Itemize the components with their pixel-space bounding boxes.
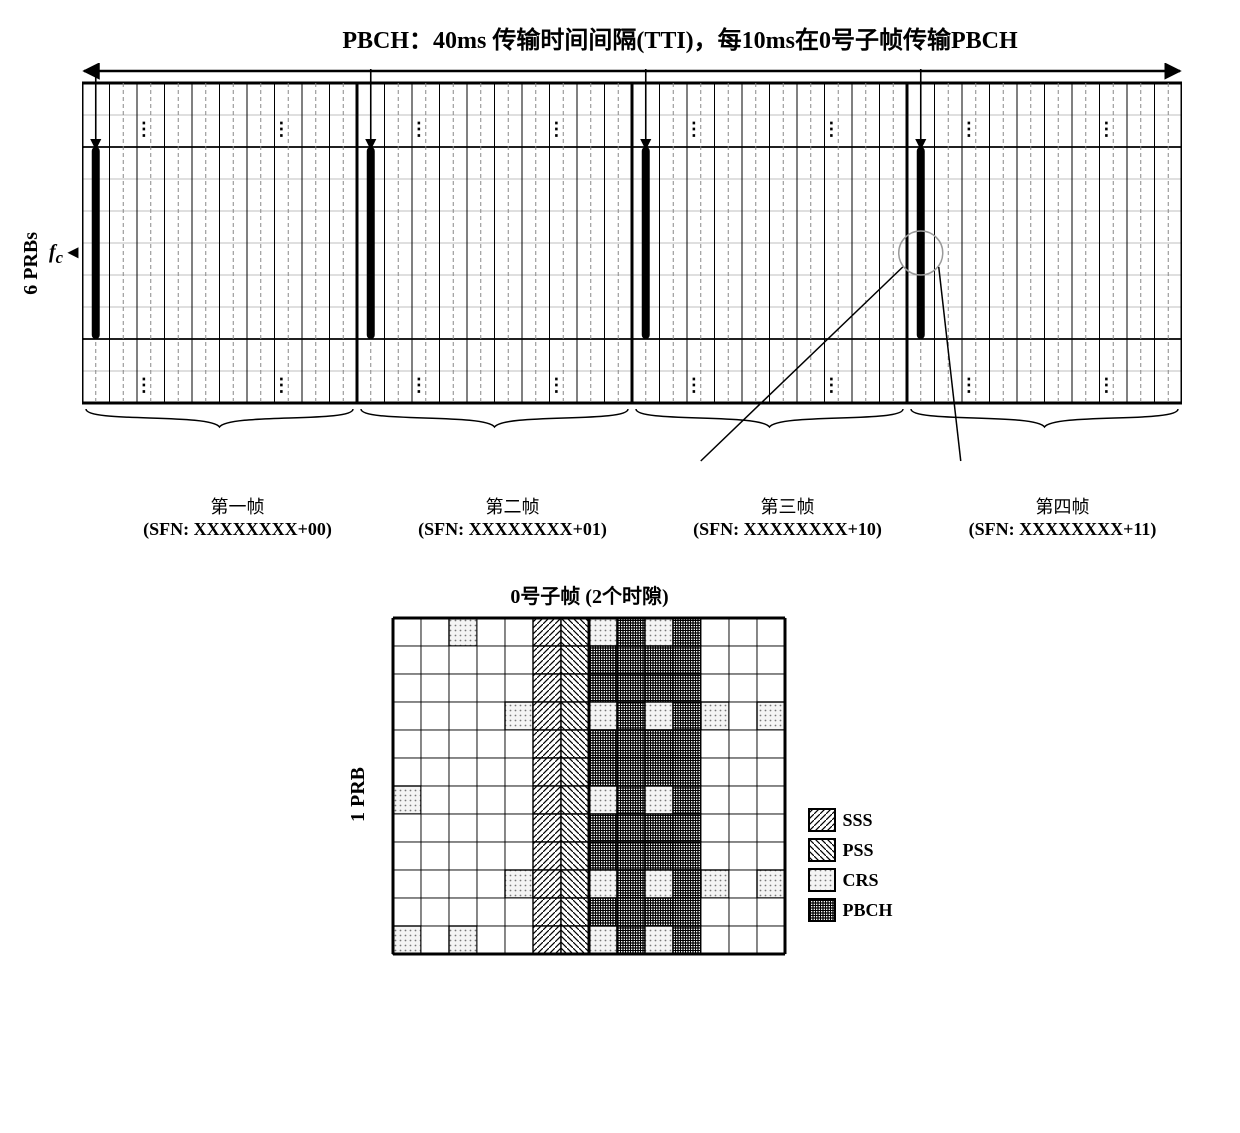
legend-item: CRS <box>808 868 892 892</box>
svg-text:⋮: ⋮ <box>410 119 428 139</box>
svg-text:⋮: ⋮ <box>1098 119 1116 139</box>
y-axis-label: 6 PRBs <box>20 232 43 295</box>
top-grid-svg: ⋮ ⋮ ⋮ ⋮ ⋮ ⋮ ⋮ ⋮ ⋮ ⋮ ⋮ ⋮ ⋮ ⋮ ⋮ ⋮ <box>82 63 1182 463</box>
detail-grid-wrap: 0号子帧 (2个时隙) <box>390 580 788 962</box>
y-axis-label-group: 6 PRBs <box>20 232 43 295</box>
legend-item: SSS <box>808 808 892 832</box>
svg-text:⋮: ⋮ <box>960 119 978 139</box>
svg-text:⋮: ⋮ <box>685 375 703 395</box>
diagram-root: PBCH：40ms 传输时间间隔(TTI)，每10ms在0号子帧传输PBCH 6… <box>20 20 1220 962</box>
detail-y-label: 1 PRB <box>347 767 370 822</box>
legend-swatch-icon <box>808 808 836 832</box>
svg-text:⋮: ⋮ <box>823 119 841 139</box>
legend-swatch-icon <box>808 838 836 862</box>
legend-item: PSS <box>808 838 892 862</box>
legend-label: PBCH <box>842 900 892 921</box>
frame-label: 第二帧(SFN: XXXXXXXX+01) <box>375 493 650 540</box>
legend-swatch-icon <box>808 898 836 922</box>
frame-label: 第三帧(SFN: XXXXXXXX+10) <box>650 493 925 540</box>
svg-text:⋮: ⋮ <box>135 119 153 139</box>
svg-text:⋮: ⋮ <box>823 375 841 395</box>
top-frame-grid-section: 6 PRBs fc ◂ ⋮ ⋮ ⋮ ⋮ ⋮ ⋮ ⋮ ⋮ ⋮ ⋮ ⋮ ⋮ ⋮ ⋮ ⋮ ⋮ <box>20 63 1220 463</box>
legend-item: PBCH <box>808 898 892 922</box>
legend-label: SSS <box>842 810 872 831</box>
legend: SSS PSS CRS PBCH <box>808 802 892 922</box>
detail-section: 1 PRB 0号子帧 (2个时隙) <box>20 580 1220 962</box>
detail-title: 0号子帧 (2个时隙) <box>390 580 788 609</box>
svg-text:⋮: ⋮ <box>548 119 566 139</box>
detail-grid-svg <box>390 615 788 957</box>
svg-text:⋮: ⋮ <box>685 119 703 139</box>
frame-labels-row: 第一帧(SFN: XXXXXXXX+00)第二帧(SFN: XXXXXXXX+0… <box>100 493 1200 540</box>
fc-label: fc ◂ <box>49 239 78 268</box>
svg-text:⋮: ⋮ <box>548 375 566 395</box>
legend-label: PSS <box>842 840 873 861</box>
legend-label: CRS <box>842 870 878 891</box>
svg-text:⋮: ⋮ <box>960 375 978 395</box>
legend-swatch-icon <box>808 868 836 892</box>
frame-label: 第一帧(SFN: XXXXXXXX+00) <box>100 493 375 540</box>
svg-text:⋮: ⋮ <box>273 375 291 395</box>
svg-text:⋮: ⋮ <box>135 375 153 395</box>
svg-text:⋮: ⋮ <box>410 375 428 395</box>
svg-text:⋮: ⋮ <box>1098 375 1116 395</box>
svg-text:⋮: ⋮ <box>273 119 291 139</box>
frame-label: 第四帧(SFN: XXXXXXXX+11) <box>925 493 1200 540</box>
diagram-title: PBCH：40ms 传输时间间隔(TTI)，每10ms在0号子帧传输PBCH <box>140 20 1220 55</box>
arrow-left-icon: ◂ <box>68 241 78 263</box>
